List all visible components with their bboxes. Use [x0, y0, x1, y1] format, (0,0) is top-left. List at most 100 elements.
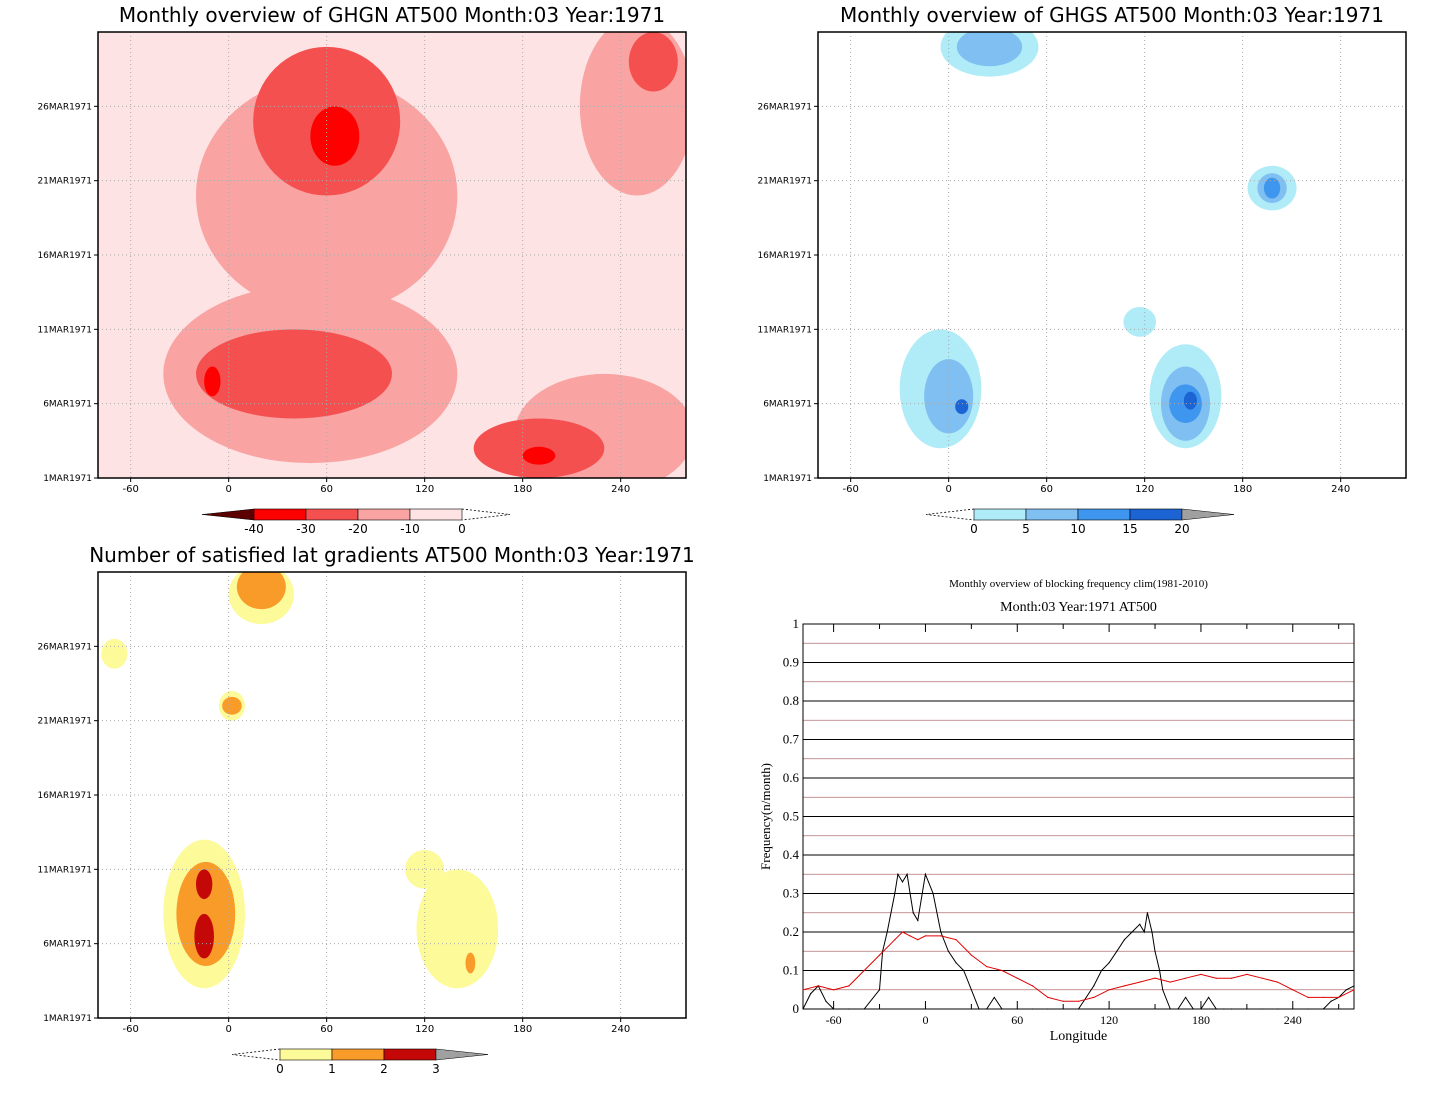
series-0-point: [1230, 1008, 1233, 1010]
colorbar-swatch-1: [305, 508, 359, 521]
series-0-point: [986, 1008, 988, 1010]
x-tick-label-1: 0: [225, 1024, 231, 1035]
x-tick-label-5: 240: [611, 1024, 630, 1035]
contour-region-7: [628, 32, 678, 92]
series-1-point: [1307, 996, 1309, 999]
y-tick-label-5: 26MAR1971: [37, 102, 92, 112]
series-0-point: [1215, 1008, 1217, 1010]
series-0-point: [1261, 1008, 1263, 1010]
y-tick-label-1: 6MAR1971: [763, 400, 812, 410]
colorbar-swatch-3: [409, 508, 463, 521]
colorbar-swatch-1: [331, 1048, 385, 1061]
series-0-point: [886, 931, 888, 933]
chart-title: Monthly overview of GHGS AT500 Month:03 …: [840, 3, 1384, 27]
colorbar-extend-low-empty: [925, 508, 975, 521]
series-1-point: [1123, 985, 1126, 987]
series-0-point: [993, 996, 995, 999]
series-0-point: [1159, 969, 1161, 972]
series-1-point: [1215, 977, 1217, 979]
x-tick-label-2: 60: [320, 1024, 333, 1035]
series-0-point: [924, 873, 927, 875]
x-tick-label-0: -60: [122, 1024, 138, 1035]
series-0-point: [825, 1000, 827, 1002]
x-tick-label-4: 180: [513, 484, 532, 495]
blocking-frequency-line-svg: Monthly overview of blocking frequency c…: [758, 578, 1355, 1044]
x-tick-label-3: 120: [415, 1024, 434, 1035]
series-0-point: [897, 873, 899, 875]
series-1-point: [1062, 1000, 1064, 1002]
series-0-point: [909, 892, 911, 895]
series-0-point: [1001, 1008, 1003, 1010]
chart-title: Monthly overview of blocking frequency c…: [949, 578, 1208, 590]
series-0-point: [912, 912, 914, 914]
y-tick-label-1: 0.1: [783, 963, 799, 978]
series-1-point: [1139, 981, 1141, 983]
colorbar-label-4: 20: [1174, 522, 1189, 536]
series-1-point: [970, 954, 972, 956]
y-tick-label-1: 6MAR1971: [43, 400, 92, 410]
x-tick-label-2: 60: [1040, 484, 1053, 495]
series-line-1: [802, 931, 1355, 1002]
x-tick-label-3: 120: [1100, 1013, 1118, 1027]
series-0-point: [1100, 969, 1103, 972]
colorbar-extend-high: [435, 1048, 489, 1061]
series-0-point: [810, 993, 812, 995]
chart-subtitle: Month:03 Year:1971 AT500: [1000, 600, 1157, 615]
series-0-point: [901, 881, 904, 883]
y-tick-label-9: 0.9: [783, 655, 799, 670]
x-tick-label-4: 180: [1233, 484, 1252, 495]
series-1-point: [1154, 977, 1156, 979]
ghgs-panel: Monthly overview of GHGS AT500 Month:03 …: [720, 0, 1440, 540]
series-1-point: [848, 985, 850, 987]
colorbar-label-0: 0: [276, 1062, 284, 1076]
contour-region-12: [1183, 391, 1197, 410]
colorbar-extend-high: [1181, 508, 1235, 521]
series-0-point: [1162, 989, 1164, 991]
series-1-point: [1322, 996, 1324, 999]
x-tick-label-0: -60: [826, 1013, 842, 1027]
y-tick-label-3: 16MAR1971: [37, 251, 92, 261]
colorbar-label-1: 5: [1022, 522, 1030, 536]
y-tick-label-3: 0.3: [783, 886, 799, 901]
ghgs-heatmap-svg: Monthly overview of GHGS AT500 Month:03 …: [757, 3, 1407, 536]
colorbar-label-2: 2: [380, 1062, 388, 1076]
contour-region-11: [955, 399, 969, 415]
series-0-point: [1177, 1008, 1179, 1010]
series-0-point: [1223, 1008, 1225, 1010]
series-0-point: [848, 1008, 850, 1010]
series-0-point: [1353, 985, 1355, 987]
series-0-point: [1123, 939, 1126, 941]
y-tick-label-4: 21MAR1971: [37, 177, 92, 187]
series-0-point: [1143, 931, 1145, 933]
lat-gradients-panel: Number of satisfied lat gradients AT500 …: [0, 540, 720, 1091]
y-tick-label-0: 1MAR1971: [43, 474, 92, 484]
series-1-point: [1108, 989, 1110, 991]
y-tick-label-3: 16MAR1971: [757, 251, 812, 261]
series-1-point: [1230, 977, 1233, 979]
colorbar-label-3: -10: [400, 522, 420, 536]
colorbar-swatch-2: [383, 1048, 437, 1061]
ghgn-panel: Monthly overview of GHGN AT500 Month:03 …: [0, 0, 720, 540]
x-tick-label-0: -60: [122, 484, 138, 495]
y-tick-label-4: 21MAR1971: [37, 717, 92, 727]
series-0-point: [1192, 1008, 1194, 1010]
series-0-point: [1146, 912, 1148, 914]
contour-region-10: [196, 869, 213, 900]
x-tick-label-2: 60: [320, 484, 333, 495]
series-0-point: [833, 1008, 835, 1010]
series-0-point: [978, 1008, 980, 1010]
colorbar-swatch-2: [1077, 508, 1131, 521]
series-0-point: [917, 919, 919, 922]
series-0-point: [1322, 1008, 1324, 1010]
series-1-point: [1077, 1000, 1080, 1002]
series-0-point: [963, 969, 965, 972]
series-0-point: [955, 962, 957, 964]
series-1-point: [1185, 977, 1187, 979]
series-0-point: [932, 892, 934, 895]
y-tick-label-0: 1MAR1971: [763, 474, 812, 484]
series-1-point: [1001, 969, 1003, 972]
x-tick-label-1: 0: [945, 484, 951, 495]
x-tick-label-4: 180: [1192, 1013, 1210, 1027]
contour-region-1: [416, 869, 499, 989]
y-tick-label-2: 11MAR1971: [757, 325, 812, 335]
